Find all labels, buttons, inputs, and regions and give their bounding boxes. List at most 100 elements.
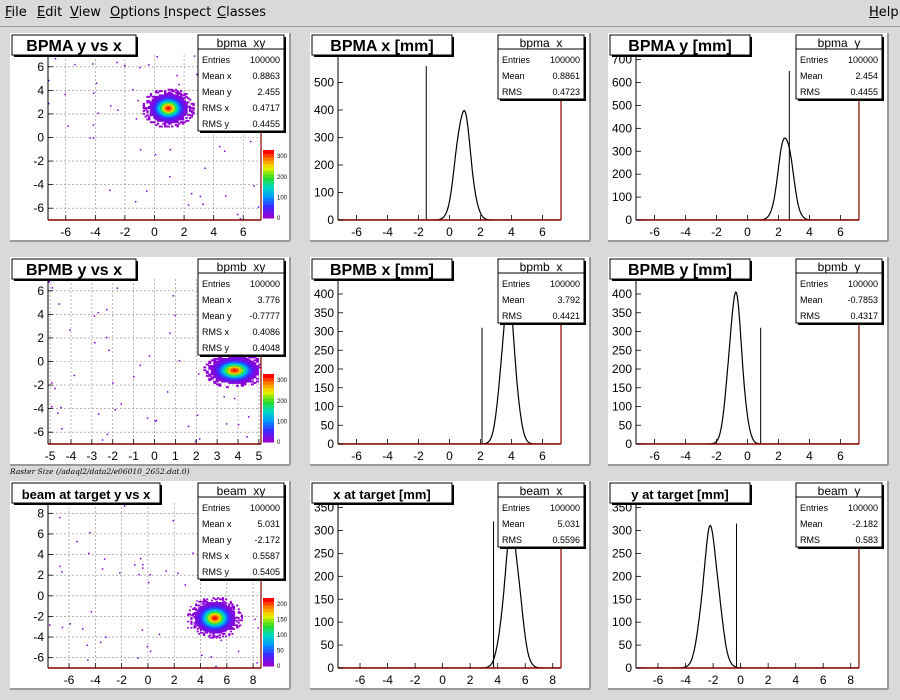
heatmap-cell <box>171 97 174 100</box>
heatmap-cell <box>209 612 212 614</box>
title-shadow <box>14 503 162 505</box>
heatmap-cell <box>214 612 217 614</box>
menu-classes[interactable]: Classes <box>217 5 266 20</box>
heatmap-cell <box>228 377 232 380</box>
heatmap-cell <box>180 108 183 111</box>
root-canvas[interactable]: 0 100 200 300 -6 -4 -2 0 2 4 6 -6 -4 -2 0 2 4 6 BPMA y vs … <box>0 27 900 700</box>
menu-options[interactable]: Options <box>110 5 161 20</box>
heatmap-cell <box>176 107 179 110</box>
heatmap-cell <box>250 372 254 374</box>
heatmap-cell <box>199 629 202 632</box>
heatmap-cell <box>171 111 174 114</box>
chart-title: y at target [mm] <box>631 487 729 502</box>
heatmap-cell <box>215 377 219 380</box>
heatmap-cell <box>220 365 224 367</box>
heatmap-cell <box>226 614 229 617</box>
menu-inspect[interactable]: Inspect <box>164 5 212 20</box>
heatmap-cell <box>164 108 167 111</box>
heatmap-cell <box>158 109 162 112</box>
heatmap-cell <box>250 363 254 366</box>
heatmap-cell <box>134 200 137 203</box>
heatmap-cell <box>158 633 161 636</box>
heatmap-cell <box>172 95 176 98</box>
heatmap-cell <box>213 374 217 377</box>
heatmap-cell <box>187 614 190 617</box>
heatmap-cell <box>258 366 261 369</box>
heatmap-cell <box>180 112 183 115</box>
heatmap-cell <box>86 644 89 647</box>
heatmap-cell <box>221 610 225 613</box>
heatmap-cell <box>231 620 234 623</box>
histogram-line <box>338 109 561 220</box>
menu-help[interactable]: Help <box>869 5 899 20</box>
heatmap-cell <box>226 613 229 615</box>
heatmap-cell <box>190 623 193 625</box>
heatmap-cell <box>153 107 156 110</box>
heatmap-cell <box>195 623 198 625</box>
heatmap-cell <box>174 115 177 118</box>
x-tick-label: -6 <box>60 225 71 239</box>
heatmap-cell <box>183 97 186 100</box>
heatmap-cell <box>203 366 207 369</box>
menu-edit[interactable]: Edit <box>37 5 63 20</box>
heatmap-cell <box>199 607 202 609</box>
heatmap-cell <box>215 615 218 618</box>
heatmap-cell <box>171 117 174 119</box>
heatmap-cell <box>238 362 242 365</box>
heatmap-cell <box>204 612 207 614</box>
heatmap-cell <box>181 109 185 112</box>
heatmap-cell <box>188 105 192 108</box>
heatmap-cell <box>167 109 170 112</box>
palette-tick-label: 100 <box>277 195 288 201</box>
chart-title: BPMB x [mm] <box>330 262 434 279</box>
heatmap-cell <box>153 109 156 112</box>
heatmap-cell <box>240 616 243 619</box>
heatmap-cell <box>171 98 174 101</box>
y-tick-label: 0 <box>37 589 44 603</box>
heatmap-cell <box>193 616 196 619</box>
heatmap-cell <box>215 360 219 363</box>
heatmap-cell <box>221 603 225 606</box>
heatmap-cell <box>220 621 223 624</box>
heatmap-cell <box>196 73 198 76</box>
heatmap-cell <box>235 366 239 369</box>
heatmap-cell <box>178 83 180 86</box>
heatmap-cell <box>220 619 223 622</box>
y-tick-label: 4 <box>37 548 44 562</box>
heatmap-cell <box>203 626 206 629</box>
title-shadow <box>14 55 138 57</box>
heatmap-cell <box>176 109 179 112</box>
heatmap-cell <box>149 93 153 95</box>
heatmap-cell <box>201 612 204 614</box>
heatmap-cell <box>201 618 204 620</box>
heatmap-cell <box>228 376 232 379</box>
heatmap-cell <box>204 603 207 606</box>
heatmap-cell <box>240 363 244 366</box>
menu-view[interactable]: View <box>70 5 101 20</box>
heatmap-cell <box>192 108 195 111</box>
heatmap-cell <box>223 614 226 617</box>
heatmap-cell <box>223 372 227 374</box>
heatmap-cell <box>225 362 229 365</box>
heatmap-cell <box>162 119 165 122</box>
heatmap-cell <box>238 365 242 367</box>
heatmap-cell <box>215 613 218 615</box>
heatmap-cell <box>198 604 201 607</box>
heatmap-cell <box>206 612 209 614</box>
heatmap-cell <box>255 360 259 363</box>
menu-file[interactable]: File <box>5 5 27 20</box>
heatmap-cell <box>215 376 219 379</box>
y-tick-label: 0 <box>327 661 334 675</box>
heatmap-cell <box>225 608 228 611</box>
heatmap-cell <box>172 121 176 124</box>
palette-cell <box>263 204 274 209</box>
